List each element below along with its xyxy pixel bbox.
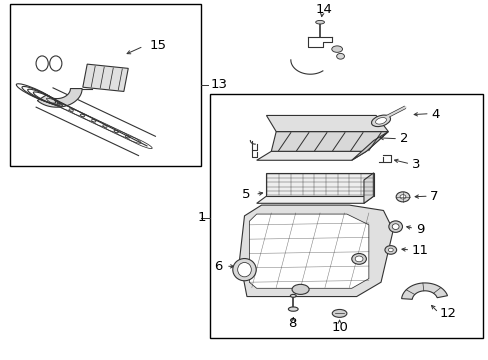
Ellipse shape: [388, 221, 402, 232]
Ellipse shape: [237, 262, 251, 277]
Polygon shape: [266, 173, 373, 196]
Text: 15: 15: [149, 39, 166, 52]
Text: 5: 5: [242, 188, 250, 201]
Polygon shape: [256, 151, 366, 160]
Text: 6: 6: [214, 260, 222, 273]
Text: 12: 12: [439, 307, 456, 320]
Polygon shape: [271, 132, 387, 151]
Circle shape: [384, 246, 396, 254]
Polygon shape: [249, 214, 368, 288]
Polygon shape: [82, 64, 128, 91]
Circle shape: [387, 248, 392, 252]
Polygon shape: [363, 173, 373, 203]
Ellipse shape: [354, 256, 362, 262]
Text: 13: 13: [210, 78, 227, 91]
Ellipse shape: [288, 307, 298, 311]
Text: 9: 9: [415, 222, 424, 236]
Ellipse shape: [391, 224, 398, 229]
Polygon shape: [37, 89, 82, 107]
Ellipse shape: [232, 258, 256, 281]
Circle shape: [395, 192, 409, 202]
Polygon shape: [256, 196, 373, 203]
Text: 3: 3: [411, 158, 419, 171]
Ellipse shape: [331, 310, 346, 318]
Text: 14: 14: [315, 3, 331, 16]
Ellipse shape: [315, 21, 324, 24]
Ellipse shape: [291, 284, 308, 294]
Polygon shape: [401, 283, 447, 299]
Ellipse shape: [375, 118, 386, 124]
Ellipse shape: [371, 115, 390, 127]
Ellipse shape: [351, 253, 366, 264]
Text: 1: 1: [197, 211, 205, 224]
Polygon shape: [266, 116, 387, 132]
Circle shape: [399, 195, 405, 199]
Ellipse shape: [331, 46, 342, 52]
Ellipse shape: [290, 294, 296, 297]
Bar: [10, 4, 200, 166]
Text: 11: 11: [411, 244, 428, 257]
Ellipse shape: [336, 53, 344, 59]
Text: 10: 10: [330, 320, 347, 333]
Text: 8: 8: [288, 317, 296, 330]
Polygon shape: [351, 132, 387, 160]
Text: 2: 2: [399, 132, 407, 145]
Text: 4: 4: [430, 108, 439, 121]
Polygon shape: [239, 205, 392, 297]
Bar: [210, 94, 483, 338]
Text: 7: 7: [429, 190, 438, 203]
